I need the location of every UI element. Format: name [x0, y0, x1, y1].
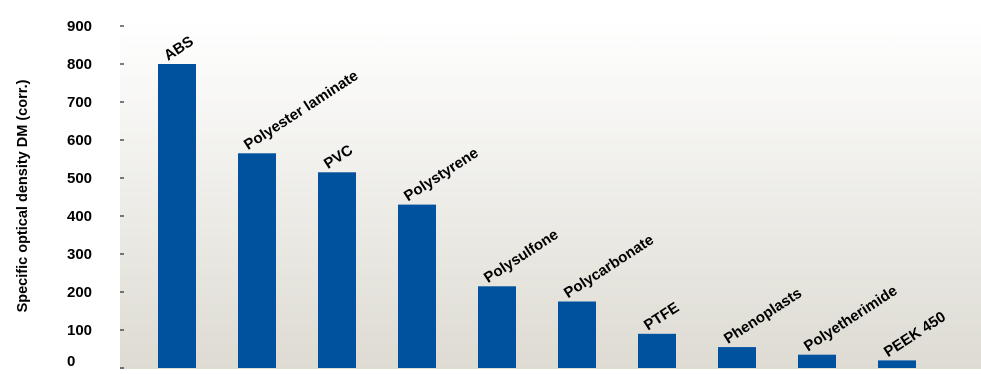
bar-abs — [158, 64, 196, 368]
bar-phenoplasts — [718, 347, 756, 368]
bar-polycarbonate — [558, 301, 596, 368]
bar-ptfe — [638, 333, 676, 368]
y-tick-label: 200 — [67, 284, 92, 301]
y-axis-ticks — [120, 25, 124, 369]
bar-polyetherimide — [798, 354, 836, 368]
y-tick-label: 900 — [67, 18, 92, 35]
bar-polystyrene — [398, 204, 436, 368]
y-axis-title: Specific optical density DM (corr.) — [15, 79, 31, 312]
y-tick-label: 300 — [67, 246, 92, 263]
y-axis-tick-labels: 0 100 200 300 400 500 600 700 800 900 — [67, 18, 92, 370]
bar-peek-450 — [878, 360, 916, 368]
bar-polyester-laminate — [238, 153, 276, 368]
bar-pvc — [318, 172, 356, 368]
y-tick-label: 100 — [67, 322, 92, 339]
y-tick-label: 600 — [67, 132, 92, 149]
y-tick-label: 800 — [67, 56, 92, 73]
bar-polysulfone — [478, 286, 516, 368]
y-tick-label: 0 — [67, 353, 75, 369]
y-tick-label: 700 — [67, 94, 92, 111]
y-tick-label: 500 — [67, 170, 92, 187]
y-tick-label: 400 — [67, 208, 92, 225]
bars — [158, 64, 916, 368]
